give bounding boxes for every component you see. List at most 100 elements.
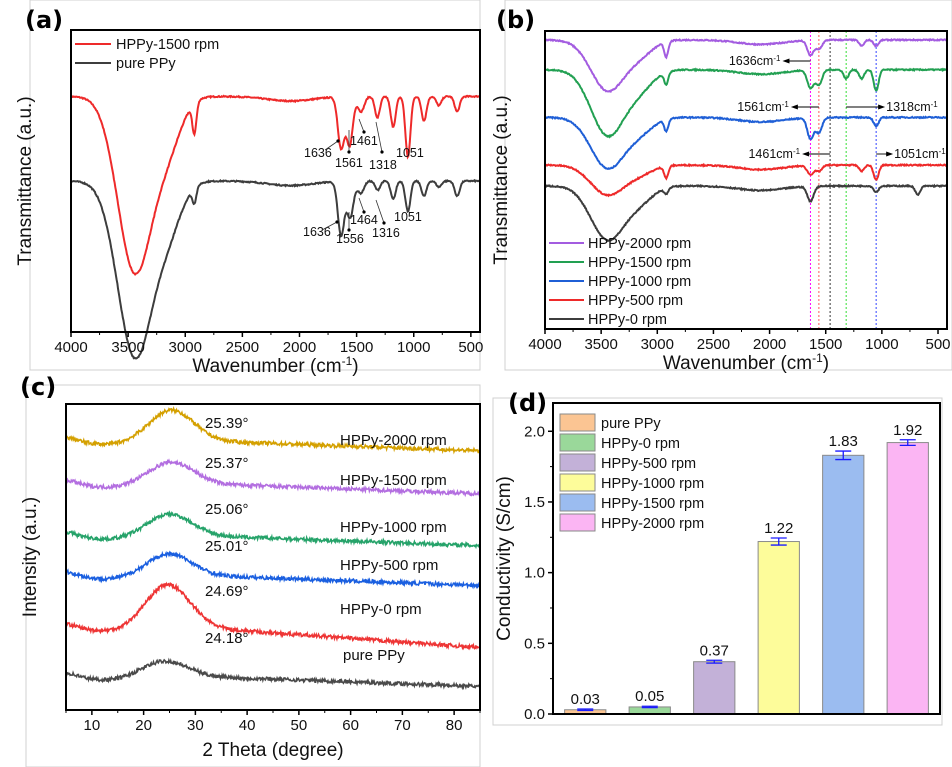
annotation-sup: -1 (782, 100, 790, 109)
y-tick-label: 2.0 (524, 423, 545, 440)
arrow-head (802, 151, 810, 157)
series-line-hppy-1000-rpm (65, 510, 481, 550)
x-tick-label: 40 (239, 717, 256, 734)
annotation-sup: -1 (793, 147, 801, 156)
bar-value-label: 0.37 (700, 642, 729, 659)
y-tick-label: 1.0 (524, 565, 545, 582)
x-tick-label: 2500 (226, 339, 259, 356)
arrow-head (362, 210, 366, 214)
arrow-head (335, 220, 339, 224)
panel-d-panel-border (492, 397, 943, 726)
x-axis-label-text: Wavenumber (cm (192, 356, 341, 377)
arrow-head (336, 139, 340, 143)
panel-b-plot-frame (544, 30, 948, 330)
peak-annotation: 1461 (350, 134, 378, 148)
series-line-hppy-1500-rpm (70, 94, 481, 276)
bar-value-label: 1.92 (893, 422, 922, 439)
x-axis-label-sup: -1 (342, 354, 353, 368)
y-axis-label: Intensity (a.u.) (20, 497, 41, 617)
annotation-arrow (358, 118, 365, 133)
peak-annotation: 1636 (303, 225, 331, 239)
series-line-pure-ppy (65, 657, 481, 691)
panel-label-a: (a) (25, 6, 63, 34)
legend-label: pure PPy (601, 416, 661, 432)
series-line-hppy-500-rpm (544, 162, 948, 198)
x-tick-label: 2000 (283, 339, 316, 356)
panel-b-panel-border (504, 0, 952, 371)
y-tick-label: 0.0 (524, 706, 545, 723)
legend-label: HPPy-1000 rpm (601, 476, 704, 492)
x-tick-label: 70 (394, 717, 411, 734)
arrow-head (362, 130, 366, 134)
x-tick-label: 30 (187, 717, 204, 734)
x-tick-label: 2000 (753, 336, 786, 353)
legend-swatch (559, 433, 596, 452)
bar-hppy-1000-rpm (757, 541, 800, 715)
bar-value-label: 0.05 (635, 688, 664, 705)
panel-d-plot-frame (552, 402, 941, 715)
peak-annotation: 1636 (304, 146, 332, 160)
legend-label: HPPy-2000 rpm (588, 236, 691, 252)
bar-value-label: 1.22 (764, 520, 793, 537)
legend-swatch (559, 493, 596, 512)
annotation-sup: -1 (773, 54, 781, 63)
series-line-hppy-1500-rpm (65, 458, 481, 499)
x-axis-label-text: Wavenumber (cm (663, 353, 812, 374)
annotation-sup: -1 (931, 100, 939, 109)
annotation-text: 1051cm (894, 147, 938, 161)
arrow-head (782, 58, 790, 64)
peak-position-label: 25.06° (205, 501, 249, 518)
bar-hppy-500-rpm (693, 661, 736, 715)
x-tick-label: 3000 (641, 336, 674, 353)
legend-label: pure PPy (116, 56, 176, 72)
x-axis-label-sup: -1 (812, 351, 823, 365)
x-tick-label: 3000 (169, 339, 202, 356)
x-tick-label: 1500 (809, 336, 842, 353)
series-name-label: HPPy-0 rpm (340, 601, 422, 618)
arrow-head (380, 150, 384, 154)
x-tick-label: 500 (926, 336, 951, 353)
x-axis-label: Wavenumber (cm-1) (192, 354, 358, 377)
panel-label-c: (c) (20, 373, 56, 401)
legend-label: HPPy-0 rpm (588, 312, 667, 328)
legend-label: HPPy-1500 rpm (588, 255, 691, 271)
peak-annotation: 1556 (336, 232, 364, 246)
arrow-head (878, 104, 886, 110)
series-name-label: pure PPy (343, 647, 405, 664)
annotation-arrow (321, 221, 338, 231)
annotation-sup: -1 (939, 147, 947, 156)
peak-annotation: 1636cm-1 (729, 54, 781, 69)
legend-swatch (559, 473, 596, 492)
peak-annotation: 1051 (394, 210, 422, 224)
annotation-text: 1318cm (886, 100, 930, 114)
annotation-text: 1561cm (737, 100, 781, 114)
legend-label: HPPy-2000 rpm (601, 516, 704, 532)
peak-annotation: 1051 (396, 146, 424, 160)
series-name-label: HPPy-1500 rpm (340, 472, 447, 489)
bar-value-label: 0.03 (571, 691, 600, 708)
legend-label: HPPy-500 rpm (588, 293, 683, 309)
arrow-head (347, 228, 351, 232)
x-tick-label: 4000 (54, 339, 87, 356)
x-tick-label: 500 (458, 339, 483, 356)
peak-position-label: 25.39° (205, 415, 249, 432)
x-tick-label: 3500 (111, 339, 144, 356)
legend-swatch (559, 413, 596, 432)
series-line-pure-ppy (70, 178, 481, 360)
legend-label: HPPy-0 rpm (601, 436, 680, 452)
series-line-hppy-1500-rpm (544, 67, 948, 139)
bar-hppy-2000-rpm (886, 442, 929, 715)
y-axis-label: Transmittance (a.u.) (15, 96, 36, 265)
x-tick-label: 50 (291, 717, 308, 734)
annotation-arrow (375, 199, 385, 224)
peak-position-label: 24.69° (205, 583, 249, 600)
arrow-head (347, 150, 351, 154)
y-axis-label: Transmittance (a.u.) (491, 95, 512, 264)
annotation-text: 1636cm (729, 54, 773, 68)
peak-annotation: 1051cm-1 (894, 147, 946, 162)
peak-annotation: 1464 (350, 213, 378, 227)
bar-hppy-1500-rpm (822, 454, 865, 715)
x-tick-label: 1000 (397, 339, 430, 356)
legend-label: HPPy-500 rpm (601, 456, 696, 472)
